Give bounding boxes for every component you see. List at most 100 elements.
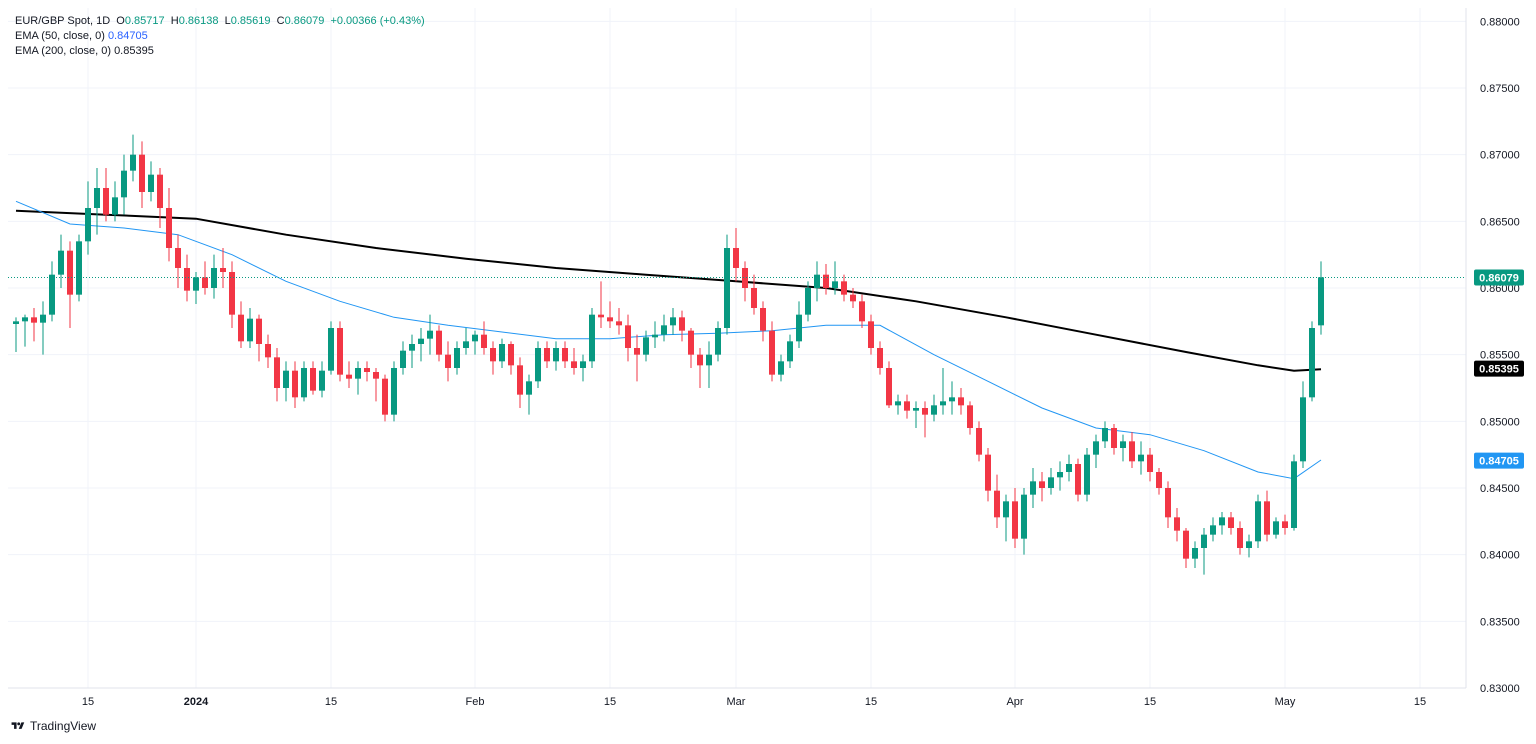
candle-body [130,154,136,171]
candle-down [490,341,496,375]
candle-up [949,381,955,415]
candle-body [1129,441,1135,462]
candle-body [49,274,55,315]
candle-body [1309,328,1315,398]
candle-body [391,368,397,415]
candle-down [445,341,451,382]
candle-body [193,277,199,291]
ohlc-legend-row: EUR/GBP Spot, 1D O0.85717 H0.86138 L0.85… [15,14,425,29]
candle-down [265,334,271,368]
candle-up [1102,421,1108,448]
candle-down [1111,424,1117,455]
x-tick-label: 15 [82,696,94,708]
low-value: 0.85619 [230,15,271,27]
candle-body [571,361,577,368]
candle-body [355,368,361,379]
candle-down [1012,488,1018,548]
ema200-line [15,209,1322,372]
candle-down [1228,512,1234,535]
candle-body [922,408,928,415]
candle-body [1120,441,1126,448]
candle-up [661,314,667,342]
x-tick-label: 15 [1144,696,1156,708]
candle-down [364,361,370,382]
candle-down [625,314,631,362]
price-labels: 0.86079 0.85395 0.84705 [1474,269,1524,469]
candle-down [229,261,235,328]
candle-body [1111,428,1117,448]
candle-up [580,354,586,382]
candle-up [40,301,46,355]
candle-body [1165,488,1171,518]
candle-body [472,334,478,342]
candle-body [481,334,487,348]
candle-body [958,397,964,406]
candle-body [211,268,217,288]
candle-up [283,361,289,402]
ema200-legend-label: EMA (200, close, 0) [15,45,111,57]
candle-up [1120,434,1126,462]
candle-body [517,365,523,395]
candle-down [1165,481,1171,528]
candle-down [607,301,613,328]
candle-body [13,321,19,324]
y-tick-label: 0.84000 [1480,550,1520,562]
candle-up [472,330,478,355]
candle-body [1291,461,1297,528]
candle-up [409,334,415,368]
candle-body [184,268,190,291]
candle-body [661,325,667,335]
y-tick-label: 0.83500 [1480,616,1520,628]
candle-body [850,294,856,302]
candle-body [1183,530,1189,559]
candle-down [1183,528,1189,568]
y-tick-label: 0.85000 [1480,416,1520,428]
last-price-tag-bg [1474,269,1524,286]
candle-down [967,401,973,435]
candle-body [274,357,280,388]
ema50-legend-label: EMA (50, close, 0) [15,30,105,42]
candle-up [535,341,541,388]
candle-down [238,301,244,348]
candle-up [1048,468,1054,495]
candle-up [832,261,838,295]
candle-body [427,330,433,339]
candle-body [760,308,766,331]
candle-up [1138,441,1144,475]
candle-up [112,181,118,222]
candle-up [1057,461,1063,491]
candle-body [1228,517,1234,528]
candle-body [949,397,955,402]
x-tick-label: May [1275,696,1296,708]
candle-down [697,348,703,388]
candle-body [1057,472,1063,478]
ema200-tag: 0.85395 [1474,360,1524,377]
candle-body [328,328,334,371]
y-tick-label: 0.87500 [1480,83,1520,95]
candle-up [1021,488,1027,555]
candle-body [1075,464,1081,495]
candle-down [139,141,145,208]
candle-down [202,261,208,295]
candle-body [832,281,838,288]
candle-body [202,277,208,288]
x-tick-label: Apr [1006,696,1023,708]
candle-down [616,308,622,335]
candle-down [310,361,316,395]
candle-body [1264,501,1270,535]
price-axis[interactable]: 0.88000 0.87500 0.87000 0.86500 0.86000 0.855… [1465,8,1520,695]
candle-body [175,248,181,268]
tradingview-logo[interactable]: TradingView [10,719,96,733]
candle-body [1021,494,1027,539]
ema200-tag-text: 0.85395 [1479,364,1519,376]
time-axis[interactable]: 15202415Feb15Mar15Apr15May15Jun17Jul15Au… [8,687,1536,708]
candle-down [985,448,991,502]
candle-body [859,301,865,322]
candle-up [1300,381,1306,468]
candle-up [58,234,64,288]
candle-down [571,348,577,375]
candle-body [157,174,163,208]
candle-body [508,344,514,366]
candle-down [859,294,865,328]
